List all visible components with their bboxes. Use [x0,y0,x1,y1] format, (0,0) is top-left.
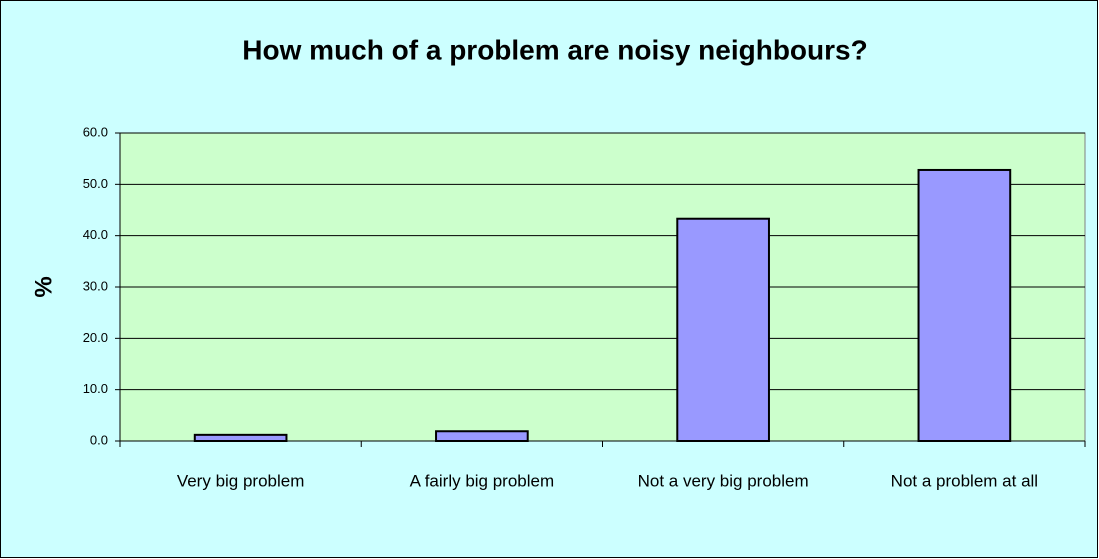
y-tick-label: 60.0 [83,124,108,139]
x-tick-label: Not a problem at all [891,471,1038,490]
y-tick-label: 10.0 [83,381,108,396]
bar [917,168,1012,443]
y-tick-label: 30.0 [83,278,108,293]
bar [435,430,529,443]
y-tick-label: 40.0 [83,227,108,242]
y-tick-label: 0.0 [90,432,108,447]
bar [193,433,288,442]
x-tick-label: Not a very big problem [638,471,809,490]
bar [676,217,770,442]
y-axis-label: % [30,276,57,297]
y-tick-label: 50.0 [83,176,108,191]
x-tick-label: A fairly big problem [410,471,555,490]
x-tick-label: Very big problem [177,471,305,490]
chart-title: How much of a problem are noisy neighbou… [242,34,867,65]
y-tick-label: 20.0 [83,330,108,345]
